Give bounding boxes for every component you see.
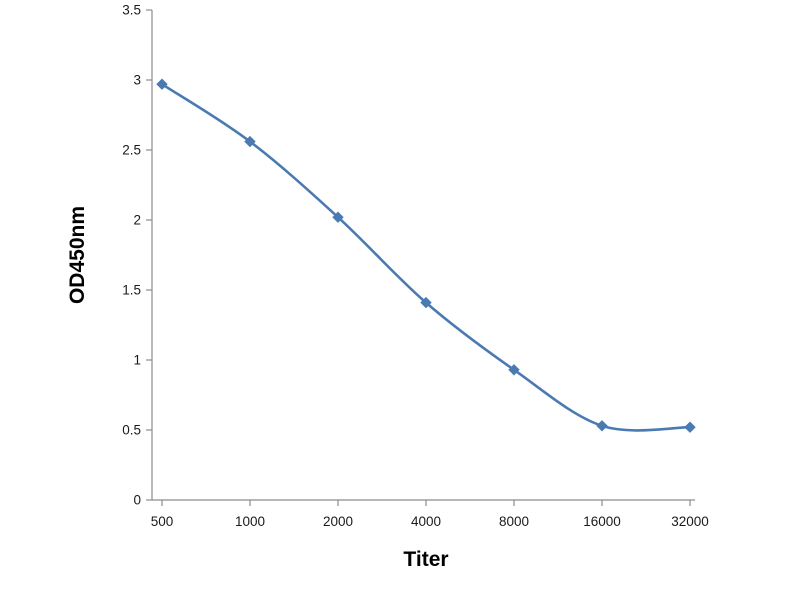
y-axis-title: OD450nm [66,206,89,304]
axis-titles: Titer OD450nm [66,206,449,571]
y-tick-label: 0.5 [122,423,141,438]
series-line [160,82,692,432]
data-point-marker [244,135,256,148]
y-tick-label: 3.5 [122,3,141,18]
y-tick-label: 1 [133,353,141,368]
x-tick-label: 32000 [671,514,709,529]
x-tick-label: 1000 [235,514,265,529]
data-point-marker [420,296,432,309]
y-tick-label: 1.5 [122,283,141,298]
data-point-marker [332,211,344,223]
data-series [156,78,696,433]
x-tick-label: 500 [151,514,174,529]
x-tick-label: 4000 [411,514,441,529]
x-axis-title: Titer [403,548,448,571]
x-tick-label: 16000 [583,514,621,529]
x-tick-label: 2000 [323,514,353,529]
data-point-marker [156,78,168,90]
data-point-marker [684,421,696,433]
y-tick-label: 2 [133,213,141,228]
axis-ticks: 0 0.5 1 1.5 2 2.5 3 3.5 500 1000 2000 4000 8000 16000… [122,3,709,530]
y-tick-label: 2.5 [122,143,141,158]
data-point-marker [508,364,520,376]
axes [151,10,695,501]
y-tick-label: 0 [133,493,141,508]
y-tick-label: 3 [133,73,141,88]
x-tick-label: 8000 [499,514,529,529]
data-point-marker [596,420,608,432]
